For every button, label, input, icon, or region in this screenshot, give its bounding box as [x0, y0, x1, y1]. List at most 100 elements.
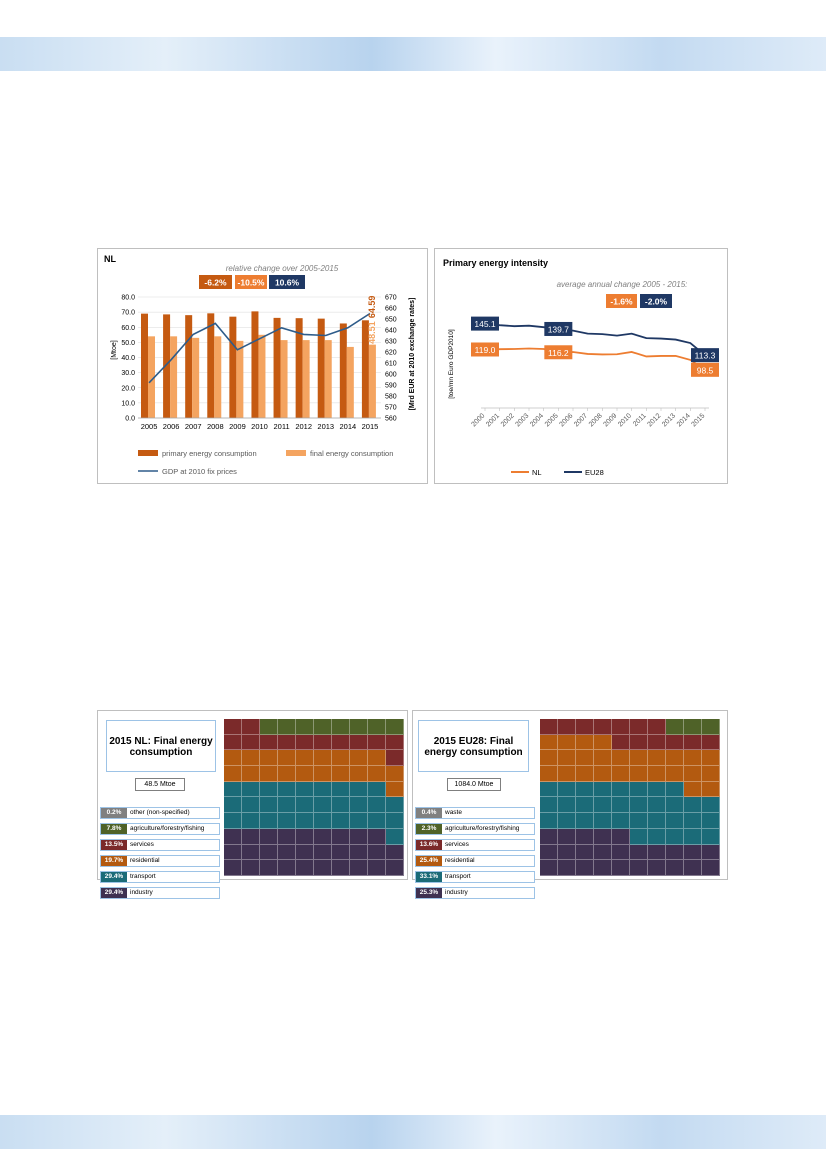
waffle-cell	[558, 750, 576, 767]
y2-tick-label: 640	[385, 328, 397, 335]
waffle-legend-label: transport	[445, 873, 471, 880]
waffle-cell	[242, 781, 260, 798]
waffle-cell	[666, 750, 684, 767]
waffle-cell	[612, 797, 630, 814]
data-label-box	[471, 316, 499, 331]
waffle-cell	[368, 734, 386, 751]
bar-final-energy	[280, 340, 288, 418]
waffle-cell	[278, 750, 296, 767]
waffle-cell	[612, 828, 630, 845]
waffle-cell	[702, 860, 720, 876]
waffle-legend-pct: 7.8%	[101, 824, 127, 834]
waffle-cell	[702, 813, 720, 829]
waffle-cell	[224, 734, 242, 751]
eu28-final-energy-waffle-panel: 2015 EU28: Final energy consumption 1084…	[412, 710, 728, 899]
bar-primary-energy	[361, 320, 369, 418]
waffle-cell	[296, 797, 314, 814]
waffle-cell	[350, 797, 368, 814]
waffle-legend-label: agriculture/forestry/fishing	[445, 825, 520, 832]
waffle-cell	[332, 813, 350, 829]
waffle-cell	[278, 781, 296, 798]
x-tick-label: 2004	[529, 412, 545, 428]
waffle-cell	[684, 797, 702, 814]
waffle-cell	[612, 813, 630, 829]
waffle-cell	[296, 734, 314, 751]
x-tick-label: 2006	[163, 422, 180, 431]
bar-final-energy	[192, 337, 200, 418]
waffle-cell	[630, 844, 648, 861]
legend-swatch-final	[286, 450, 306, 456]
waffle-cell	[540, 766, 558, 782]
x-tick-label: 2009	[602, 412, 618, 428]
change-badge	[606, 294, 637, 308]
x-tick-label: 2011	[274, 422, 290, 431]
footer-band	[0, 1115, 826, 1149]
chart-title: Primary energy intensity	[443, 258, 548, 268]
waffle-cell	[648, 828, 666, 845]
bar-final-energy	[258, 334, 266, 418]
waffle-legend-label: other (non-specified)	[130, 809, 190, 816]
waffle-cell	[350, 750, 368, 767]
x-tick-label: 2015	[690, 412, 706, 428]
waffle-cell	[332, 828, 350, 845]
gdp-line	[148, 312, 371, 384]
waffle-cell	[260, 797, 278, 814]
y-tick-label: 60.0	[121, 325, 135, 332]
waffle-cell	[314, 860, 332, 876]
waffle-cell	[368, 750, 386, 767]
waffle-cell	[684, 766, 702, 782]
waffle-cell	[350, 719, 368, 735]
waffle-cell	[558, 813, 576, 829]
waffle-cell	[612, 719, 630, 735]
waffle-cell	[540, 828, 558, 845]
y2-tick-label: 670	[385, 295, 397, 302]
x-tick-label: 2001	[485, 412, 501, 428]
data-label: 119.0	[475, 345, 496, 355]
waffle-cell	[648, 766, 666, 782]
waffle-cell	[278, 719, 296, 735]
waffle-cell	[630, 750, 648, 767]
waffle-cell	[684, 828, 702, 845]
bar-primary-energy	[141, 313, 148, 418]
x-tick-label: 2011	[632, 412, 648, 428]
waffle-cell	[350, 844, 368, 861]
waffle-cell	[594, 813, 612, 829]
waffle-cell	[630, 860, 648, 876]
bar-primary-energy	[317, 318, 325, 418]
y-tick-label: 80.0	[121, 295, 135, 302]
change-badge-value: -10.5%	[238, 278, 265, 288]
waffle-legend-row: 0.4% waste	[415, 807, 535, 819]
waffle-cell	[702, 797, 720, 814]
x-tick-label: 2006	[558, 412, 574, 428]
waffle-cell	[224, 860, 242, 876]
x-tick-label: 2007	[185, 422, 202, 431]
waffle-cell	[648, 797, 666, 814]
data-label-box	[471, 342, 499, 357]
waffle-title: 2015 EU28: Final energy consumption	[424, 736, 523, 758]
waffle-legend-pct: 0.4%	[416, 808, 442, 818]
waffle-cell	[332, 844, 350, 861]
waffle-legend-pct: 25.4%	[416, 856, 442, 866]
x-tick-label: 2009	[229, 422, 246, 431]
y2-tick-label: 660	[385, 306, 397, 313]
waffle-cell	[224, 719, 242, 735]
waffle-cell	[648, 813, 666, 829]
waffle-cell	[684, 781, 702, 798]
waffle-cell	[242, 860, 260, 876]
x-tick-label: 2012	[646, 412, 662, 428]
waffle-cell	[314, 734, 332, 751]
waffle-cell	[368, 766, 386, 782]
waffle-cell	[332, 797, 350, 814]
change-badge	[235, 275, 267, 289]
x-tick-label: 2013	[317, 422, 334, 431]
y-tick-label: 70.0	[121, 310, 135, 317]
y2-tick-label: 570	[385, 405, 397, 412]
waffle-cell	[260, 781, 278, 798]
waffle-cell	[314, 844, 332, 861]
legend-label-eu28: EU28	[585, 468, 604, 477]
waffle-title-box: 2015 NL: Final energy consumption	[106, 720, 216, 772]
waffle-cell	[666, 844, 684, 861]
waffle-cell	[242, 844, 260, 861]
bar-primary-energy	[339, 323, 347, 418]
y-axis-label: [toe/mn Euro GDP2010]	[448, 329, 455, 399]
